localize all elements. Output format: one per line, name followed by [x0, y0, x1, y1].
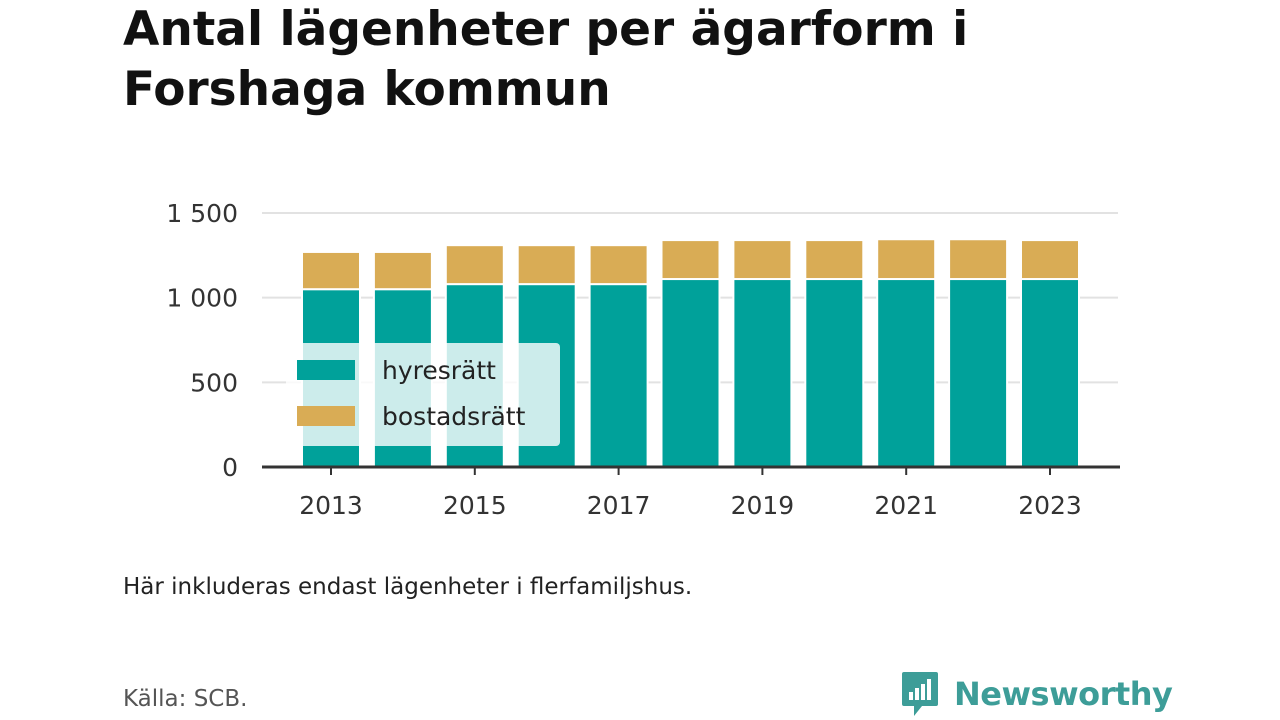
bar-bostadsratt	[301, 250, 361, 291]
bar-bostadsratt	[948, 238, 1009, 281]
bar-bostadsratt	[660, 239, 721, 281]
x-tick-label: 2013	[299, 491, 363, 520]
y-tick-label: 1 000	[166, 284, 238, 313]
legend-swatch	[297, 406, 355, 426]
bar-bostadsratt	[444, 244, 505, 286]
bar-bostadsratt	[804, 239, 865, 281]
chart-title: Antal lägenheter per ägarform i Forshaga…	[123, 2, 969, 117]
y-tick-label: 0	[222, 453, 238, 482]
newsworthy-logo: Newsworthy	[900, 670, 1173, 718]
bar-hyresratt	[732, 278, 793, 469]
x-tick-label: 2017	[587, 491, 651, 520]
x-tick-label: 2019	[731, 491, 795, 520]
bar-hyresratt	[1020, 278, 1080, 469]
bar-hyresratt	[804, 278, 865, 469]
bar-hyresratt	[876, 278, 937, 469]
bar-bostadsratt	[588, 244, 649, 286]
source-text: Källa: SCB.	[123, 686, 248, 712]
bar-bostadsratt	[732, 239, 793, 281]
bar-hyresratt	[948, 278, 1009, 469]
y-tick-label: 500	[190, 368, 238, 397]
bar-bostadsratt	[1020, 239, 1080, 281]
x-tick-label: 2023	[1018, 491, 1082, 520]
x-axis	[262, 465, 1120, 475]
bar-bostadsratt	[516, 244, 577, 286]
bar-bostadsratt	[372, 250, 433, 291]
chart-note: Här inkluderas endast lägenheter i flerf…	[123, 574, 693, 600]
x-axis-tick-labels: 2013 2015 2017 2019 2021 2023	[299, 491, 1082, 520]
legend-swatch	[297, 360, 355, 380]
x-tick-label: 2015	[443, 491, 507, 520]
y-axis-tick-labels: 0 500 1 000 1 500	[166, 199, 238, 482]
legend: hyresrätt bostadsrätt	[286, 343, 560, 446]
bar-hyresratt	[660, 278, 721, 469]
y-tick-label: 1 500	[166, 199, 238, 228]
x-tick-label: 2021	[874, 491, 938, 520]
brand-name: Newsworthy	[954, 675, 1173, 713]
legend-label: bostadsrätt	[382, 402, 526, 431]
bar-hyresratt	[588, 283, 649, 468]
legend-label: hyresrätt	[382, 356, 496, 385]
bar-bostadsratt	[876, 238, 937, 281]
newsworthy-logo-icon	[902, 672, 938, 716]
